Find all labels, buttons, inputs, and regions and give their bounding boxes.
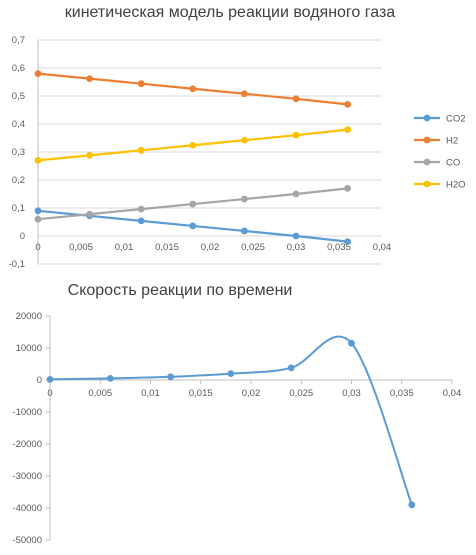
chart1-legend-marker (423, 114, 431, 122)
kinetic-model-chart: кинетическая модель реакции водяного газ… (0, 0, 476, 270)
chart1-legend-marker (423, 136, 431, 144)
chart2-data-point (106, 375, 114, 382)
chart1-legend-marker (423, 180, 431, 188)
chart1-data-point (86, 151, 93, 159)
chart1-data-point (189, 200, 197, 208)
chart2-x-tick-label: 0 (47, 388, 52, 399)
chart1-y-tick-label: 0,2 (12, 175, 25, 186)
chart2-y-tick-label: -10000 (12, 407, 42, 418)
chart1-y-tick-label: -0,1 (9, 259, 25, 270)
chart1-data-point (34, 70, 42, 77)
chart1-data-point (34, 157, 42, 164)
chart1-data-point (189, 85, 197, 93)
chart1-data-point (344, 126, 351, 133)
chart1-legend-label: H2 (446, 136, 458, 147)
chart2-y-tick-label: -20000 (12, 439, 42, 450)
chart2-x-tick-label: 0,035 (390, 388, 414, 399)
chart1-y-tick-label: 0,7 (12, 35, 25, 46)
chart1-title: кинетическая модель реакции водяного газ… (64, 4, 396, 21)
chart1-x-tick-label: 0,015 (155, 242, 179, 253)
chart1-y-tick-label: 0 (20, 231, 25, 242)
chart1-data-point (137, 80, 145, 88)
chart1-data-point (189, 141, 197, 149)
chart1-legend-label: CO2 (446, 114, 466, 125)
reaction-rate-chart: Скорость реакции по времени -50000 -40000… (0, 272, 476, 550)
chart1-data-point (241, 136, 248, 144)
chart2-x-tick-label: 0,025 (289, 388, 313, 399)
chart2-data-point (167, 373, 175, 381)
chart1-x-tick-label: 0,04 (373, 242, 392, 253)
chart1-x-tick-label: 0 (35, 242, 40, 253)
chart1-data-point (241, 90, 248, 98)
chart2-y-tick-label: 10000 (16, 343, 42, 354)
chart1-y-tick-label: 0,4 (12, 119, 25, 130)
chart2-y-tick-label: -30000 (12, 471, 42, 482)
chart1-y-tick-label: 0,3 (12, 147, 25, 158)
chart2-y-tick-label: 0 (37, 375, 42, 386)
chart1-y-tick-label: 0,1 (12, 203, 25, 214)
chart1-data-point (137, 217, 145, 225)
chart1-data-point (86, 75, 93, 83)
chart1-data-point (34, 215, 42, 223)
chart2-y-tick-label: -40000 (12, 503, 42, 514)
chart2-x-tick-label: 0,03 (342, 388, 361, 399)
chart1-plot: -0,1 0 0,1 0,2 0,3 0,4 0,5 0,6 0,7 0 0,005 0,01 0,01… (9, 35, 466, 270)
chart2-y-tick-label: 20000 (16, 311, 42, 322)
chart2-x-tick-label: 0,04 (443, 388, 462, 399)
chart1-data-point (292, 95, 300, 103)
chart1-y-tick-label: 0,5 (12, 91, 25, 102)
chart1-data-point (34, 207, 42, 215)
chart2-x-tick-label: 0,015 (189, 388, 213, 399)
chart1-y-tick-label: 0,6 (12, 63, 25, 74)
chart2-data-point (348, 339, 355, 347)
chart1-data-point (292, 190, 300, 198)
chart2-data-point (227, 370, 235, 377)
chart1-x-tick-label: 0,01 (115, 242, 134, 253)
chart2-x-tick-label: 0,01 (141, 388, 160, 399)
chart2-x-tick-label: 0,005 (88, 388, 112, 399)
chart1-data-point (241, 227, 248, 235)
chart1-x-tick-label: 0,025 (241, 242, 265, 253)
chart1-legend-marker (423, 158, 431, 166)
chart1-data-point (292, 131, 300, 139)
chart2-data-point (287, 364, 295, 372)
chart2-data-point (408, 501, 416, 509)
chart1-data-point (344, 101, 351, 108)
chart1-x-tick-label: 0,005 (69, 242, 93, 253)
chart2-data-point (46, 375, 54, 383)
chart1-x-tick-label: 0,03 (287, 242, 306, 253)
chart1-data-point (137, 205, 145, 213)
chart1-data-point (189, 222, 197, 230)
chart2-title: Скорость реакции по времени (67, 282, 293, 299)
chart1-legend-label: H2O (446, 180, 466, 191)
chart1-data-point (344, 238, 351, 246)
chart1-data-point (241, 195, 248, 203)
chart1-legend-label: CO (446, 158, 460, 169)
chart2-x-tick-label: 0,02 (242, 388, 261, 399)
chart1-x-tick-label: 0,02 (201, 242, 220, 253)
chart2-plot: -50000 -40000 -30000 -20000 -10000 0 10000 2000… (12, 311, 462, 546)
chart2-y-tick-label: -50000 (12, 535, 42, 546)
chart1-data-point (292, 232, 300, 240)
chart1-data-point (86, 210, 93, 218)
chart1-x-tick-label: 0,035 (327, 242, 351, 253)
chart1-data-point (137, 146, 145, 154)
chart1-data-point (344, 185, 351, 192)
chart2-series-line (49, 335, 413, 506)
